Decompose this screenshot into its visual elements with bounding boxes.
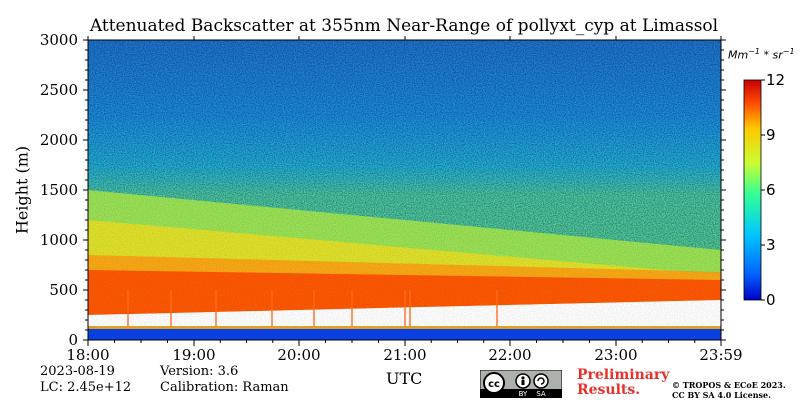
x-tick-label-2200: 22:00 [488,346,532,364]
y-tick-label-1500: 1500 [39,181,78,199]
cc-sa-text: SA [536,390,546,398]
colorbar-label-0: 0 [766,291,776,309]
x-axis-label: UTC [386,369,423,388]
y-tick-label-2500: 2500 [39,81,78,99]
version-label: Version: 3.6 [160,364,239,379]
colorbar-label-12: 12 [766,71,786,89]
copyright-line-2: CC BY SA 4.0 License. [672,390,771,400]
cc-icon [483,372,505,394]
chart-title: Attenuated Backscatter at 355nm Near-Ran… [89,16,719,36]
y-tick-label-0: 0 [68,331,78,349]
x-tick-label-1800: 18:00 [66,346,110,364]
colorbar-label-6: 6 [766,181,776,199]
date-label: 2023-08-19 [40,364,115,379]
colorbar-label-3: 3 [766,236,776,254]
x-tick-label-2300: 23:00 [594,346,638,364]
axis-ticks [83,36,726,346]
colorbar-label-9: 9 [766,126,776,144]
x-tick-label-2000: 20:00 [277,346,321,364]
x-tick-label-1900: 19:00 [172,346,216,364]
copyright-line-1: © TROPOS & ECoE 2023. [672,380,786,390]
cc-text: cc [488,379,500,390]
y-tick-label-1000: 1000 [39,231,78,249]
x-tick-label-2100: 21:00 [383,346,427,364]
sa-share-icon [533,373,549,389]
cc-by-sa-license-logo: cc BY SA [480,370,562,398]
heatmap-image [88,40,721,340]
calibration-label: Calibration: Raman [160,380,289,395]
cc-by-text: BY [519,390,528,398]
y-tick-label-3000: 3000 [39,31,78,49]
colorbar-unit-label: Mm−1 * sr−1 [728,47,795,62]
x-tick-label-2359: 23:59 [699,346,743,364]
near-ground-yellow-band [88,326,721,329]
copyright-notice: © TROPOS & ECoE 2023. CC BY SA 4.0 Licen… [672,380,786,400]
lc-label: LC: 2.45e+12 [40,380,132,395]
colorbar [743,79,762,301]
y-tick-label-500: 500 [49,281,78,299]
preliminary-line-1: Preliminary [577,367,670,383]
y-tick-label-2000: 2000 [39,131,78,149]
near-ground-blue-band [88,329,721,340]
preliminary-line-2: Results. [577,382,641,398]
vertical-spikes [127,290,498,328]
preliminary-results-label: Preliminary Results. [577,368,669,398]
